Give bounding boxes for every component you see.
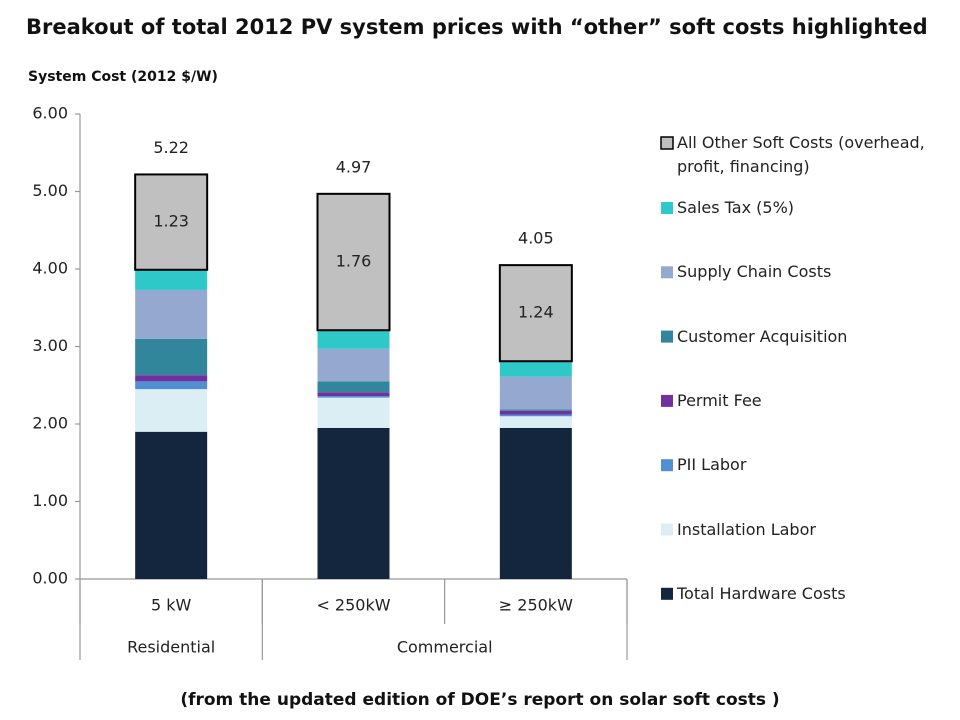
group-label: Commercial: [397, 638, 493, 657]
total-label: 5.22: [153, 138, 189, 157]
bar-segment: [317, 397, 390, 428]
segment-label: 1.76: [336, 252, 372, 271]
legend-entry: Total Hardware Costs: [677, 583, 846, 603]
y-tick-label: 1.00: [32, 491, 68, 510]
y-axis-label: System Cost (2012 $/W): [28, 69, 218, 85]
y-tick-label: 5.00: [32, 181, 68, 200]
bar-segment: [135, 289, 208, 339]
bar-segment: [499, 410, 572, 415]
bar-segment: [499, 409, 572, 411]
bar-segment: [135, 338, 208, 376]
segment-label: 1.24: [518, 303, 554, 322]
x-tick-label: 5 kW: [151, 596, 192, 615]
bar-segment: [317, 381, 390, 393]
bar-segment: [499, 376, 572, 410]
legend-swatch: [661, 330, 673, 343]
legend-entry: Customer Acquisition: [677, 326, 848, 346]
y-tick-label: 6.00: [32, 104, 68, 123]
bar-segment: [135, 381, 208, 390]
legend-label: Installation Labor: [677, 519, 816, 539]
legend-label: Supply Chain Costs: [677, 262, 832, 282]
bar-segment: [135, 269, 208, 290]
bar-segment: [499, 416, 572, 428]
group-label: Residential: [127, 638, 215, 657]
legend-label: Total Hardware Costs: [677, 583, 846, 603]
bar-segment: [135, 389, 208, 432]
bar-segment: [317, 348, 390, 382]
legend-swatch: [661, 523, 673, 536]
bar-segment: [135, 375, 208, 382]
total-label: 4.97: [336, 157, 372, 176]
legend-entry: All Other Soft Costs (overhead, profit, …: [677, 133, 925, 176]
legend-label: PII Labor: [677, 455, 747, 475]
bar-segment: [499, 414, 572, 417]
y-tick-label: 3.00: [32, 336, 68, 355]
legend-entry: Supply Chain Costs: [677, 262, 832, 282]
legend-swatch: [661, 587, 673, 600]
bar-segment: [499, 427, 572, 579]
legend-swatch: [661, 266, 673, 279]
bar-segment: [317, 396, 390, 398]
x-tick-label: ≥ 250kW: [499, 596, 573, 615]
bar-segment: [317, 330, 390, 349]
legend-entry: PII Labor: [677, 455, 747, 475]
chart-title: Breakout of total 2012 PV system prices …: [26, 15, 928, 39]
legend-entry: Installation Labor: [677, 519, 816, 539]
bar-segment: [498, 264, 573, 363]
bar-segment: [317, 427, 390, 579]
legend-label: Customer Acquisition: [677, 326, 848, 346]
legend-swatch: [661, 394, 673, 407]
legend-entry: Sales Tax (5%): [677, 198, 795, 217]
footnote: (from the updated edition of DOE’s repor…: [180, 690, 779, 710]
legend-swatch: [661, 459, 673, 472]
legend-label: All Other Soft Costs (overhead, profit, …: [677, 133, 925, 176]
bar-segment: [135, 431, 208, 579]
y-tick-label: 4.00: [32, 259, 68, 278]
bar-segment: [317, 392, 390, 397]
legend-label: Permit Fee: [677, 390, 762, 410]
bar-segment: [499, 361, 572, 377]
legend-label: Sales Tax (5%): [677, 198, 795, 217]
bar-segment: [316, 192, 391, 332]
legend-swatch: [660, 136, 674, 150]
y-tick-label: 0.00: [32, 569, 68, 588]
total-label: 4.05: [518, 229, 554, 248]
x-tick-label: < 250kW: [316, 596, 390, 615]
legend-entry: Permit Fee: [677, 390, 762, 410]
legend-swatch: [661, 202, 673, 214]
bar-segment: [134, 173, 209, 271]
y-tick-label: 2.00: [32, 414, 68, 433]
segment-label: 1.23: [153, 212, 189, 231]
